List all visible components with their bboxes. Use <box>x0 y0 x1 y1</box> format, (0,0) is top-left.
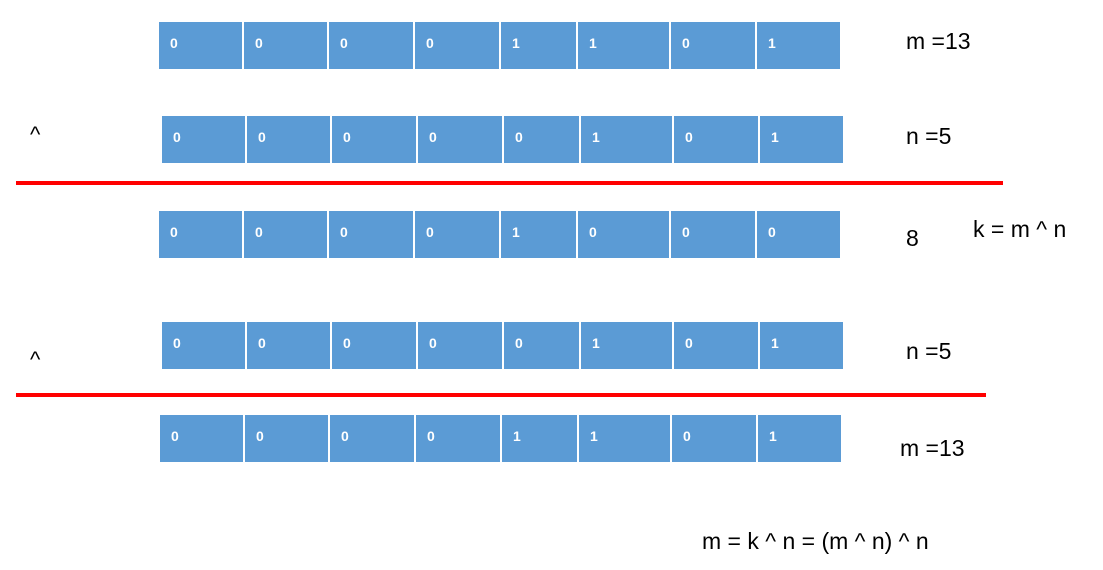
bit-cell: 1 <box>579 415 672 462</box>
bit-cell: 1 <box>501 22 578 69</box>
bit-row-m: 0 0 0 0 1 1 0 1 <box>160 415 841 462</box>
bit-cell: 0 <box>159 22 244 69</box>
bit-cell: 0 <box>674 116 760 163</box>
bit-cell: 0 <box>245 415 330 462</box>
bit-cell: 0 <box>504 116 581 163</box>
bit-cell: 0 <box>330 415 416 462</box>
bit-cell: 1 <box>758 415 841 462</box>
row-label: n =5 <box>906 123 952 149</box>
bit-cell: 0 <box>415 211 501 258</box>
bit-cell: 0 <box>757 211 840 258</box>
xor-note: k = m ^ n <box>973 216 1067 242</box>
bit-cell: 0 <box>418 116 504 163</box>
bit-cell: 1 <box>760 322 843 369</box>
xor-operator: ^ <box>30 347 41 372</box>
bit-cell: 0 <box>504 322 581 369</box>
bit-cell: 1 <box>581 116 674 163</box>
bit-cell: 0 <box>671 211 757 258</box>
bit-row-k: 0 0 0 0 1 0 0 0 <box>159 211 840 258</box>
row-label: m =13 <box>900 435 965 461</box>
divider-line <box>16 393 986 397</box>
bit-cell: 0 <box>244 22 329 69</box>
bit-cell: 1 <box>581 322 674 369</box>
bit-cell: 0 <box>416 415 502 462</box>
bit-cell: 0 <box>674 322 760 369</box>
bit-cell: 0 <box>332 116 418 163</box>
bit-cell: 0 <box>247 116 332 163</box>
bit-row-m: 0 0 0 0 1 1 0 1 <box>159 22 840 69</box>
bit-cell: 0 <box>244 211 329 258</box>
xor-operator: ^ <box>30 122 41 147</box>
bit-cell: 0 <box>329 211 415 258</box>
bit-cell: 0 <box>247 322 332 369</box>
bit-cell: 0 <box>329 22 415 69</box>
bit-cell: 0 <box>672 415 758 462</box>
bit-row-n: 0 0 0 0 0 1 0 1 <box>162 322 843 369</box>
bit-row-n: 0 0 0 0 0 1 0 1 <box>162 116 843 163</box>
footer-equation: m = k ^ n = (m ^ n) ^ n <box>702 528 929 554</box>
bit-cell: 1 <box>760 116 843 163</box>
divider-line <box>16 181 1003 185</box>
bit-cell: 0 <box>578 211 671 258</box>
bit-cell: 0 <box>162 322 247 369</box>
bit-cell: 1 <box>502 415 579 462</box>
bit-cell: 0 <box>159 211 244 258</box>
bit-cell: 0 <box>671 22 757 69</box>
bit-cell: 1 <box>757 22 840 69</box>
bit-cell: 0 <box>415 22 501 69</box>
bit-cell: 0 <box>162 116 247 163</box>
row-label: n =5 <box>906 338 952 364</box>
row-label: 8 <box>906 225 919 251</box>
bit-cell: 0 <box>418 322 504 369</box>
bit-cell: 0 <box>332 322 418 369</box>
row-label: m =13 <box>906 28 971 54</box>
bit-cell: 1 <box>501 211 578 258</box>
bit-cell: 0 <box>160 415 245 462</box>
bit-cell: 1 <box>578 22 671 69</box>
